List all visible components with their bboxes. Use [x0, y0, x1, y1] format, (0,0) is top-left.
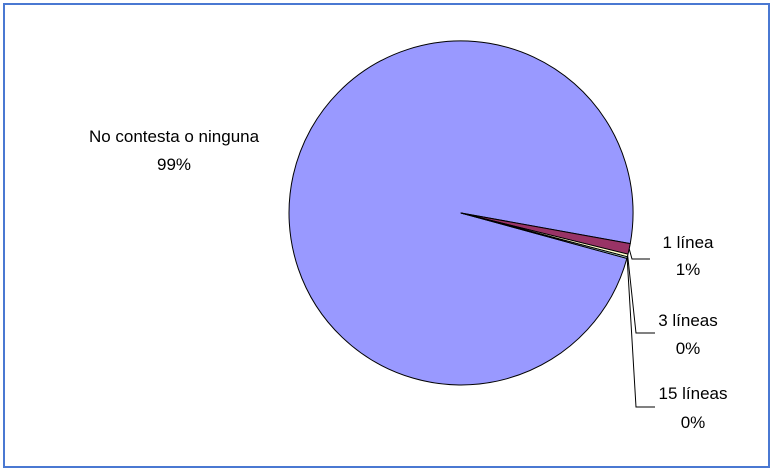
- slice-label-15-lineas: 15 líneas: [659, 384, 728, 403]
- leader-line-15-lineas: [626, 257, 655, 408]
- slice-label-3-lineas: 3 líneas: [658, 311, 718, 330]
- leader-lines: [626, 248, 655, 408]
- slice-percent-15-lineas: 0%: [681, 413, 706, 432]
- pie-slices: [288, 40, 634, 386]
- slice-label-1-linea: 1 línea: [662, 233, 714, 252]
- leader-line-3-lineas: [627, 255, 655, 334]
- leader-line-1-linea: [628, 248, 650, 260]
- slice-label-no-contesta: No contesta o ninguna: [89, 127, 260, 146]
- slice-percent-no-contesta: 99%: [157, 155, 191, 174]
- slice-percent-3-lineas: 0%: [676, 339, 701, 358]
- slice-percent-1-linea: 1%: [676, 260, 701, 279]
